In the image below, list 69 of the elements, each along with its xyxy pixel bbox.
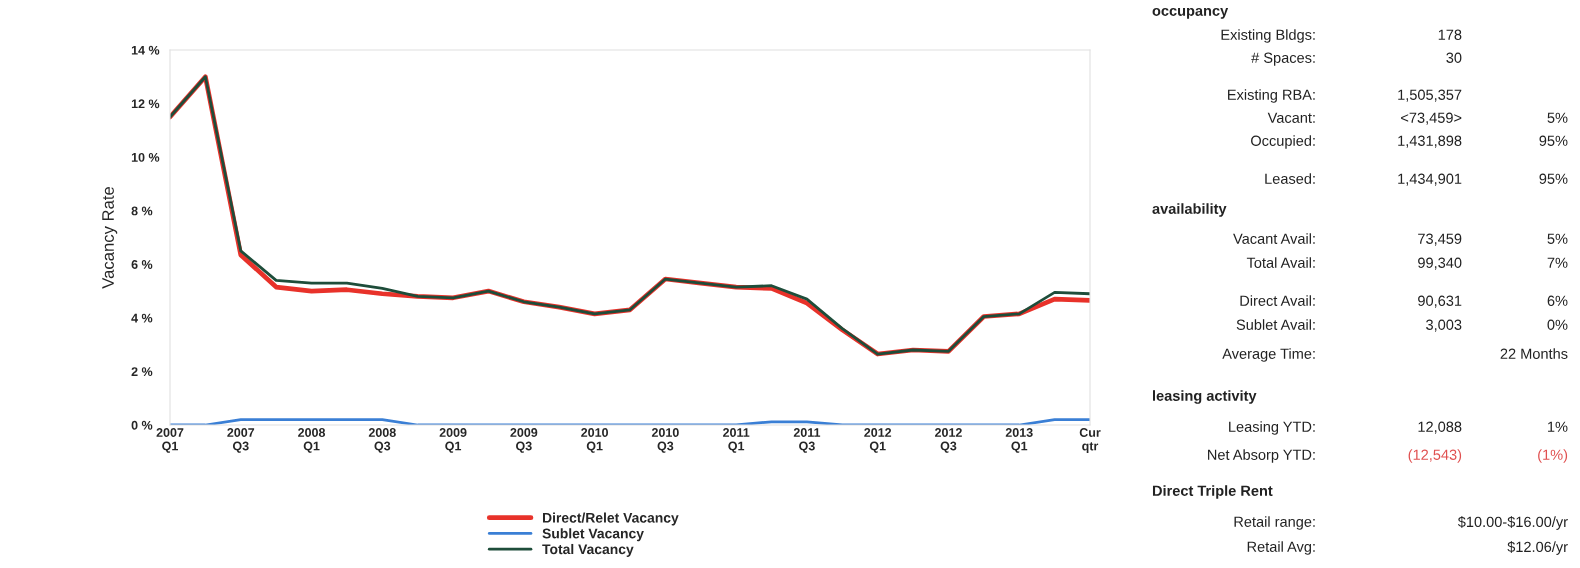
text: Retail Avg: [1247, 541, 1315, 555]
text: 73,459 [1418, 233, 1462, 246]
text: Direct Avail: [1240, 295, 1315, 306]
text: 1% [1548, 421, 1568, 432]
text: Existing RBA: [1228, 89, 1315, 103]
y-axis-title: Vacancy Rate [102, 186, 118, 289]
x-tick-label: 2007 Q3 [227, 428, 255, 453]
text: 95% [1539, 173, 1568, 184]
text: # Spaces: [1251, 52, 1315, 66]
text: Vacant Avail: [1233, 233, 1315, 244]
y-tick-label: 4 % [131, 313, 153, 323]
y-tick-label: 8 % [131, 206, 153, 216]
text: 3,003 [1426, 319, 1462, 332]
legend-label: Sublet Vacancy [542, 528, 644, 542]
text: leasing activity [1153, 390, 1257, 404]
x-tick-label: 2011 Q1 [723, 428, 750, 453]
text: Vacant: [1267, 112, 1315, 123]
x-tick-label: 2011 Q3 [793, 428, 821, 453]
text: 1,431,898 [1398, 135, 1462, 148]
text: Average Time: [1222, 348, 1315, 362]
legend-label: Total Vacancy [542, 543, 634, 557]
y-tick-label: 12 % [131, 99, 160, 109]
text: 1,505,357 [1398, 89, 1462, 102]
x-tick-label: 2008 Q3 [368, 428, 396, 453]
text: (1%) [1538, 449, 1568, 463]
text: 0% [1547, 319, 1568, 330]
x-tick-label: 2012 Q1 [864, 428, 892, 453]
legend-label: Direct/Relet Vacancy [543, 512, 679, 526]
text: Retail range: [1234, 516, 1315, 530]
text: 5% [1547, 233, 1568, 244]
x-tick-label: 2013 Q1 [1005, 428, 1033, 453]
y-tick-label: 10 % [131, 152, 160, 162]
text: $12.06/yr [1507, 541, 1568, 555]
text: 22 Months [1500, 348, 1568, 359]
text: Existing Bldgs: [1221, 29, 1315, 43]
x-tick-label: 2010 Q3 [651, 428, 679, 453]
text: 1,434,901 [1398, 173, 1462, 186]
text: 99,340 [1418, 257, 1462, 270]
text: Direct Triple Rent [1152, 485, 1273, 499]
text: 6% [1547, 295, 1568, 306]
text: Leasing YTD: [1229, 421, 1315, 435]
x-tick-label: 2007 Q1 [156, 428, 184, 453]
x-tick-label: 2009 Q3 [510, 428, 538, 453]
text: availability [1152, 203, 1227, 217]
y-tick-label: 2 % [131, 367, 153, 377]
y-tick-label: 0 % [131, 420, 153, 430]
text: <73,459> [1401, 112, 1462, 125]
y-tick-label: 6 % [131, 260, 153, 269]
x-tick-label: Cur qtr [1079, 428, 1101, 453]
x-tick-label: 2012 Q3 [934, 428, 962, 453]
text: 178 [1438, 29, 1462, 40]
y-tick-label: 14 % [131, 45, 160, 55]
text: Total Avail: [1246, 257, 1315, 268]
x-tick-label: 2009 Q1 [439, 428, 467, 453]
text: 90,631 [1418, 295, 1462, 308]
text: occupancy [1152, 7, 1229, 19]
text: Net Absorp YTD: [1208, 449, 1315, 463]
text: (12,543) [1408, 449, 1462, 463]
x-tick-label: 2008 Q1 [298, 428, 326, 453]
text: 30 [1446, 52, 1462, 63]
text: Leased: [1265, 173, 1315, 184]
text: 7% [1547, 257, 1568, 268]
x-tick-label: 2010 Q1 [581, 428, 609, 453]
text: Sublet Avail: [1236, 319, 1315, 330]
text: $10.00-$16.00/yr [1457, 516, 1568, 530]
text: Occupied: [1251, 135, 1315, 149]
text: 12,088 [1418, 421, 1462, 434]
text: 5% [1547, 112, 1568, 123]
text: 95% [1539, 135, 1568, 146]
